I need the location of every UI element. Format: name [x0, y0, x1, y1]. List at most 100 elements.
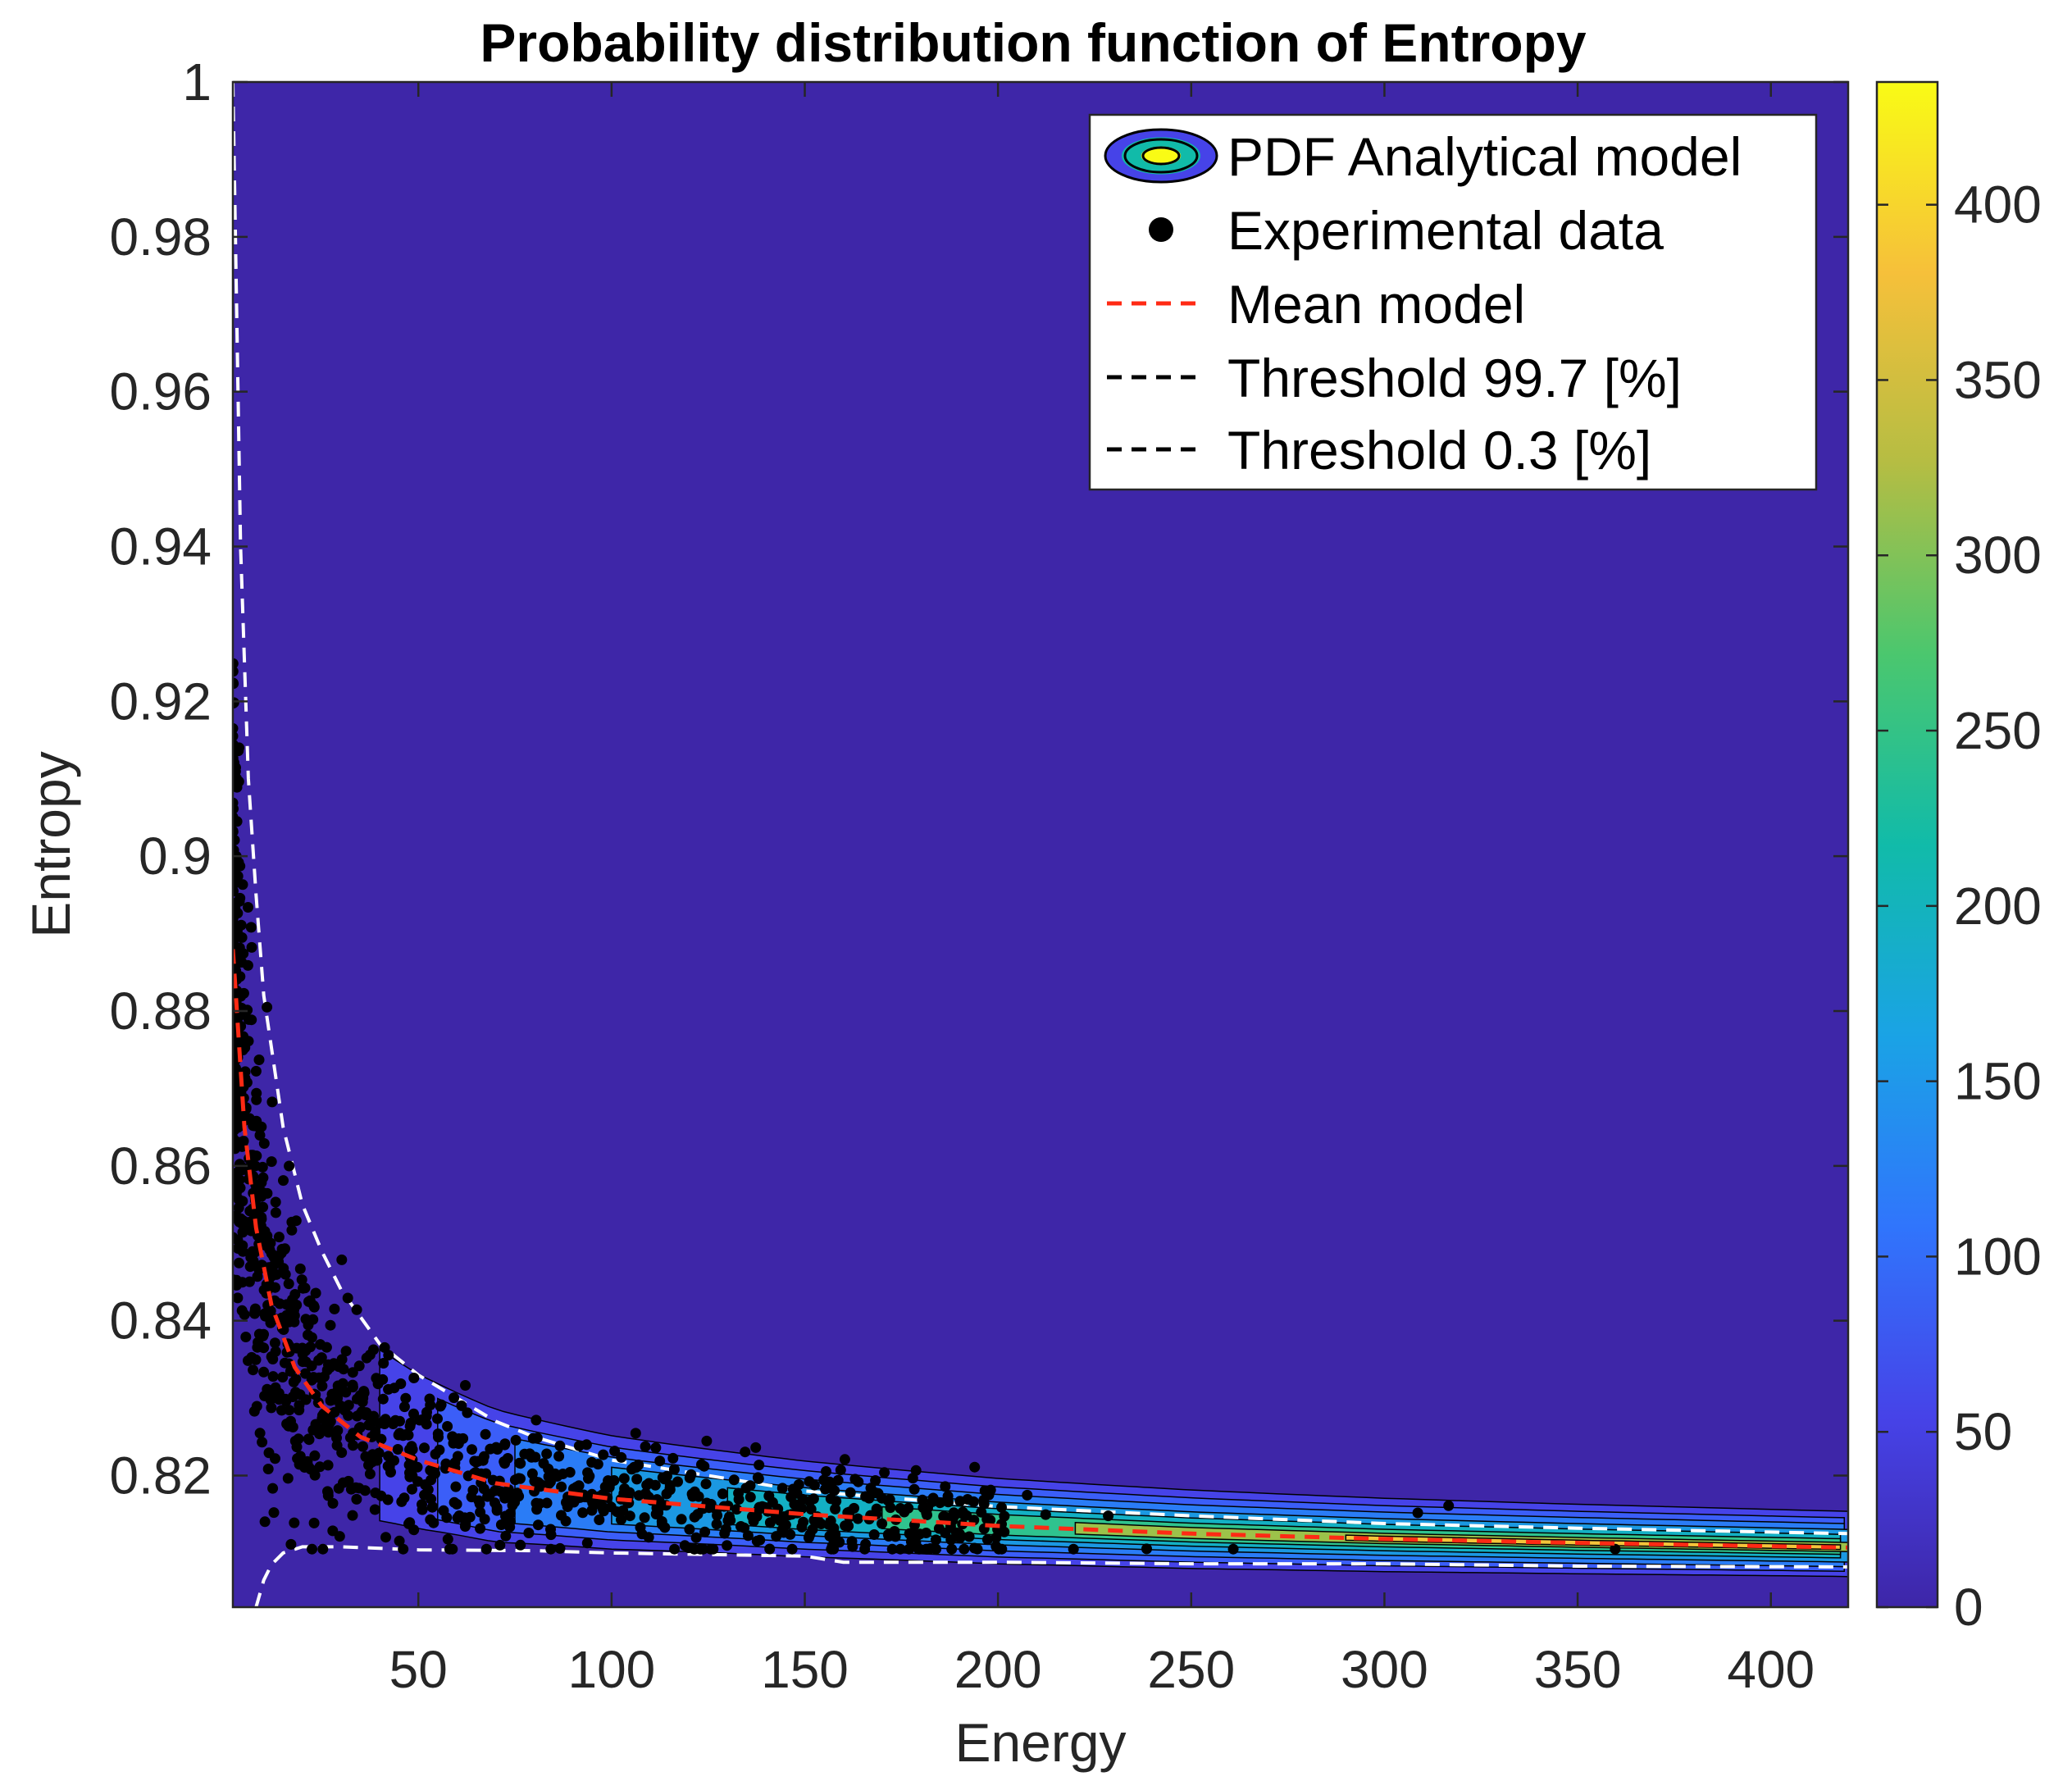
data-point — [243, 902, 253, 913]
data-point — [474, 1498, 485, 1510]
data-point — [398, 1543, 409, 1555]
data-point — [689, 1511, 700, 1523]
data-point — [233, 1086, 239, 1097]
data-point — [515, 1539, 526, 1551]
legend-entry-mean: Mean model — [1107, 274, 1525, 335]
data-point — [303, 1319, 314, 1331]
data-point — [264, 1310, 275, 1322]
data-point — [343, 1400, 354, 1411]
data-point — [417, 1499, 427, 1510]
threshold-0-3-line — [254, 1545, 1848, 1607]
data-point — [427, 1501, 439, 1513]
data-point — [258, 1366, 270, 1378]
data-point — [233, 1125, 239, 1136]
experimental-data-points — [233, 658, 1621, 1555]
data-point — [571, 1482, 582, 1492]
data-point — [1068, 1543, 1079, 1555]
data-point — [314, 1461, 326, 1473]
data-point — [435, 1401, 446, 1412]
legend-dot-swatch — [1149, 217, 1173, 242]
data-point — [895, 1543, 906, 1555]
data-point — [495, 1486, 507, 1497]
threshold-99-7-line — [233, 82, 1848, 1536]
data-point — [233, 908, 244, 919]
data-point — [494, 1539, 506, 1551]
data-point — [605, 1501, 617, 1513]
data-point — [586, 1505, 598, 1516]
data-point — [543, 1471, 554, 1483]
data-point — [424, 1393, 435, 1405]
data-point — [236, 931, 248, 943]
data-point — [254, 1130, 266, 1141]
data-point — [785, 1528, 796, 1540]
data-point — [294, 1459, 305, 1470]
data-point — [270, 1207, 281, 1218]
data-point — [442, 1421, 453, 1432]
data-point — [581, 1537, 593, 1549]
data-point — [827, 1483, 838, 1495]
data-point — [308, 1517, 320, 1528]
data-point — [925, 1543, 936, 1554]
data-point — [877, 1518, 888, 1529]
data-point — [849, 1502, 859, 1514]
data-point — [233, 826, 239, 837]
data-point — [266, 1096, 278, 1108]
data-point — [267, 1483, 279, 1494]
data-point — [531, 1414, 542, 1426]
data-point — [327, 1525, 339, 1537]
data-point — [951, 1531, 963, 1542]
data-point — [297, 1356, 308, 1368]
data-point — [545, 1543, 557, 1555]
data-point — [271, 1269, 282, 1280]
data-point — [616, 1451, 627, 1463]
legend-label-threshold-low: Threshold 0.3 [%] — [1227, 420, 1651, 481]
data-point — [233, 897, 241, 909]
data-point — [233, 1292, 244, 1304]
data-point — [358, 1387, 370, 1399]
data-point — [323, 1359, 334, 1370]
data-point — [333, 1483, 344, 1494]
data-point — [432, 1413, 443, 1424]
data-point — [347, 1367, 358, 1378]
data-point — [748, 1515, 759, 1527]
data-point — [303, 1433, 314, 1445]
x-tick-label: 150 — [761, 1640, 849, 1699]
data-point — [460, 1519, 471, 1530]
legend-pdf-swatch-core — [1141, 146, 1181, 166]
data-point — [763, 1490, 775, 1501]
colorbar-tick-label: 250 — [1954, 701, 2042, 760]
data-point — [337, 1378, 348, 1389]
data-point — [976, 1506, 987, 1518]
data-point — [532, 1519, 544, 1531]
data-point — [701, 1435, 713, 1446]
data-point — [322, 1486, 333, 1497]
data-point — [317, 1543, 329, 1555]
data-point — [717, 1488, 728, 1500]
y-tick-label: 0.82 — [109, 1446, 212, 1505]
data-point — [957, 1508, 968, 1519]
data-point — [845, 1487, 856, 1498]
data-point — [940, 1481, 951, 1492]
data-point — [1610, 1543, 1621, 1555]
data-point — [240, 1332, 252, 1342]
data-point — [233, 1073, 239, 1085]
data-point — [684, 1524, 695, 1535]
data-point — [294, 1263, 306, 1274]
data-point — [978, 1498, 990, 1510]
data-point — [835, 1464, 846, 1476]
data-point — [351, 1493, 362, 1505]
x-tick-label: 300 — [1341, 1640, 1428, 1699]
data-point — [830, 1503, 841, 1515]
data-point — [267, 1354, 279, 1364]
data-point — [234, 942, 245, 954]
data-point — [233, 1136, 244, 1148]
data-point — [248, 1255, 259, 1267]
data-point — [441, 1512, 453, 1524]
data-point — [742, 1530, 754, 1542]
data-point — [452, 1512, 463, 1524]
data-point — [270, 1196, 281, 1208]
data-point — [577, 1507, 589, 1519]
data-point — [764, 1543, 776, 1555]
colorbar-tick-label: 300 — [1954, 526, 2042, 585]
data-point — [603, 1475, 614, 1487]
